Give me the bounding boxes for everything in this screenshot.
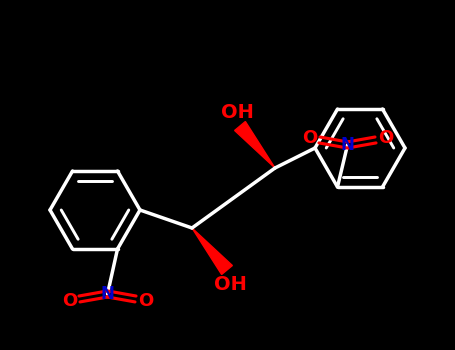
Text: N: N — [340, 136, 354, 154]
Text: OH: OH — [213, 274, 247, 294]
Text: O: O — [62, 292, 77, 310]
Polygon shape — [235, 121, 275, 168]
Text: N: N — [101, 285, 115, 303]
Text: OH: OH — [221, 103, 253, 121]
Polygon shape — [192, 228, 233, 274]
Text: O: O — [302, 129, 317, 147]
Text: O: O — [378, 129, 393, 147]
Text: O: O — [138, 292, 153, 310]
